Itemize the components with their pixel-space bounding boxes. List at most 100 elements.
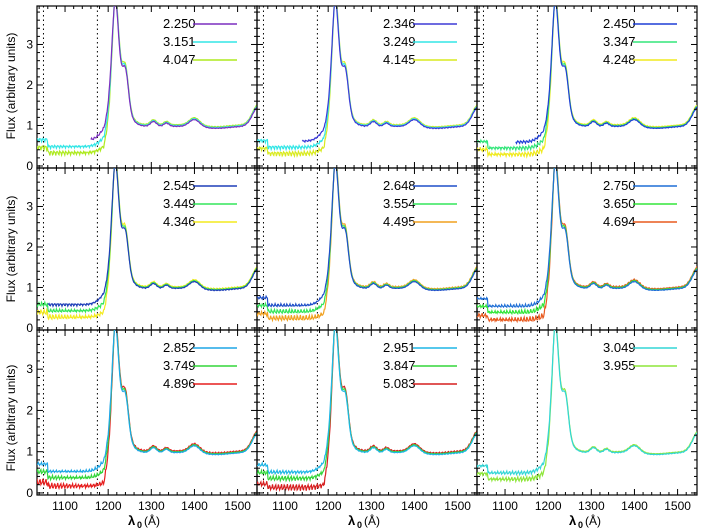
x-axis-label-symbol: λ (348, 513, 356, 528)
panel-2: 2.346 3.249 4.145 (256, 5, 478, 169)
x-axis-label-subscript: 0 (357, 520, 362, 530)
series-line-2.346 (301, 6, 477, 144)
legend-label: 2.250 (163, 16, 196, 31)
series-line-4.694 (477, 168, 697, 324)
legend-label: 3.650 (603, 196, 636, 211)
series-line-3.449 (37, 168, 257, 314)
x-axis-label-unit: (Å) (585, 513, 601, 528)
series-line-2.450 (515, 6, 697, 145)
x-tick-label: 1400 (401, 499, 428, 513)
x-tick-label: 1100 (52, 499, 78, 513)
series-group (257, 168, 477, 323)
y-tick-label: 1 (26, 118, 33, 132)
series-group (257, 6, 477, 159)
panel-frame (36, 167, 258, 331)
panel-6: 2.750 3.650 4.694 (476, 167, 698, 331)
series-line-2.750 (477, 168, 697, 309)
x-tick-label: 1200 (95, 499, 122, 513)
x-tick-label: 1200 (315, 499, 342, 513)
legend-label: 4.145 (383, 52, 416, 67)
legend-label: 2.545 (163, 178, 196, 193)
x-tick-label: 1300 (138, 499, 165, 513)
series-line-2.852 (37, 330, 257, 475)
series-group (37, 6, 257, 158)
x-axis-label-unit: (Å) (144, 513, 160, 528)
x-tick-label: 1300 (358, 499, 385, 513)
y-axis-label-row-1: Flux (arbitrary units) (4, 33, 18, 140)
legend-label: 2.852 (163, 340, 196, 355)
legend-label: 4.047 (163, 52, 196, 67)
panel-grid: 0 1 2 3 2.250 3.151 4.047 2.346 3.249 4.145 2.450 3… (26, 5, 698, 513)
legend-label: 4.896 (163, 376, 196, 391)
legend-label: 5.083 (383, 376, 416, 391)
legend-label: 2.648 (383, 178, 416, 193)
x-tick-label: 1100 (492, 499, 518, 513)
series-line-2.951 (257, 330, 477, 476)
y-axis-label-row-3: Flux (arbitrary units) (4, 365, 18, 472)
series-group (477, 330, 697, 484)
x-axis-label-unit: (Å) (364, 513, 380, 528)
legend-label: 3.847 (383, 358, 416, 373)
series-line-2.648 (257, 168, 477, 308)
legend-label: 3.955 (603, 358, 636, 373)
panel-frame (256, 329, 478, 496)
panel-4: 0 1 2 3 2.545 3.449 4.346 (26, 167, 258, 335)
x-axis-label-symbol: λ (569, 513, 577, 528)
y-tick-label: 1 (26, 445, 33, 459)
x-axis-label-col-1: λ 0 (Å) (128, 513, 160, 530)
series-line-2.250 (90, 6, 257, 141)
panel-9: 1100 1200 1300 1400 1500 3.049 3.955 (476, 329, 698, 513)
y-tick-label: 3 (26, 362, 33, 376)
x-tick-label: 1500 (224, 499, 251, 513)
series-line-3.650 (477, 168, 697, 316)
y-tick-label: 0 (26, 486, 33, 500)
legend-label: 3.449 (163, 196, 196, 211)
legend-label: 4.495 (383, 214, 416, 229)
legend-label: 4.694 (603, 214, 636, 229)
y-tick-label: 3 (26, 199, 33, 213)
x-tick-label: 1500 (664, 499, 691, 513)
panel-frame (476, 5, 698, 169)
legend-label: 4.248 (603, 52, 636, 67)
series-line-3.249 (257, 6, 477, 152)
x-axis-label-subscript: 0 (578, 520, 583, 530)
series-line-3.847 (257, 330, 477, 483)
legend-label: 2.346 (383, 16, 416, 31)
panel-frame (36, 329, 258, 496)
panel-frame (36, 5, 258, 169)
panel-7: 1100 1200 1300 1400 1500 0 1 2 3 2.852 3.749 4.896 (26, 329, 258, 513)
legend-label: 4.346 (163, 214, 196, 229)
series-group (477, 168, 697, 324)
legend-label: 2.951 (383, 340, 416, 355)
x-axis-label-symbol: λ (128, 513, 136, 528)
legend-label: 3.049 (603, 340, 636, 355)
series-line-2.545 (47, 168, 257, 308)
y-tick-label: 2 (26, 403, 33, 417)
x-tick-label: 1400 (181, 499, 208, 513)
y-tick-label: 1 (26, 280, 33, 294)
panel-5: 2.648 3.554 4.495 (256, 167, 478, 331)
series-line-4.047 (37, 6, 257, 158)
series-line-4.346 (37, 168, 257, 321)
panel-1: 0 1 2 3 2.250 3.151 4.047 (26, 5, 258, 173)
series-line-3.749 (37, 330, 257, 482)
x-tick-label: 1100 (272, 499, 298, 513)
series-group (37, 330, 257, 491)
series-line-3.554 (257, 168, 477, 315)
series-line-3.049 (477, 330, 697, 477)
panel-frame (476, 329, 698, 496)
x-axis-label-subscript: 0 (137, 520, 142, 530)
legend-label: 3.151 (163, 34, 196, 49)
y-tick-label: 0 (26, 321, 33, 335)
x-axis-label-col-3: λ 0 (Å) (569, 513, 601, 530)
y-tick-label: 2 (26, 240, 33, 254)
x-tick-label: 1200 (535, 499, 562, 513)
legend-label: 3.347 (603, 34, 636, 49)
legend-label: 2.450 (603, 16, 636, 31)
legend-label: 3.749 (163, 358, 196, 373)
series-line-4.896 (37, 330, 257, 491)
x-tick-label: 1300 (578, 499, 605, 513)
y-tick-label: 0 (26, 159, 33, 173)
legend-label: 3.554 (383, 196, 416, 211)
series-group (37, 168, 257, 321)
